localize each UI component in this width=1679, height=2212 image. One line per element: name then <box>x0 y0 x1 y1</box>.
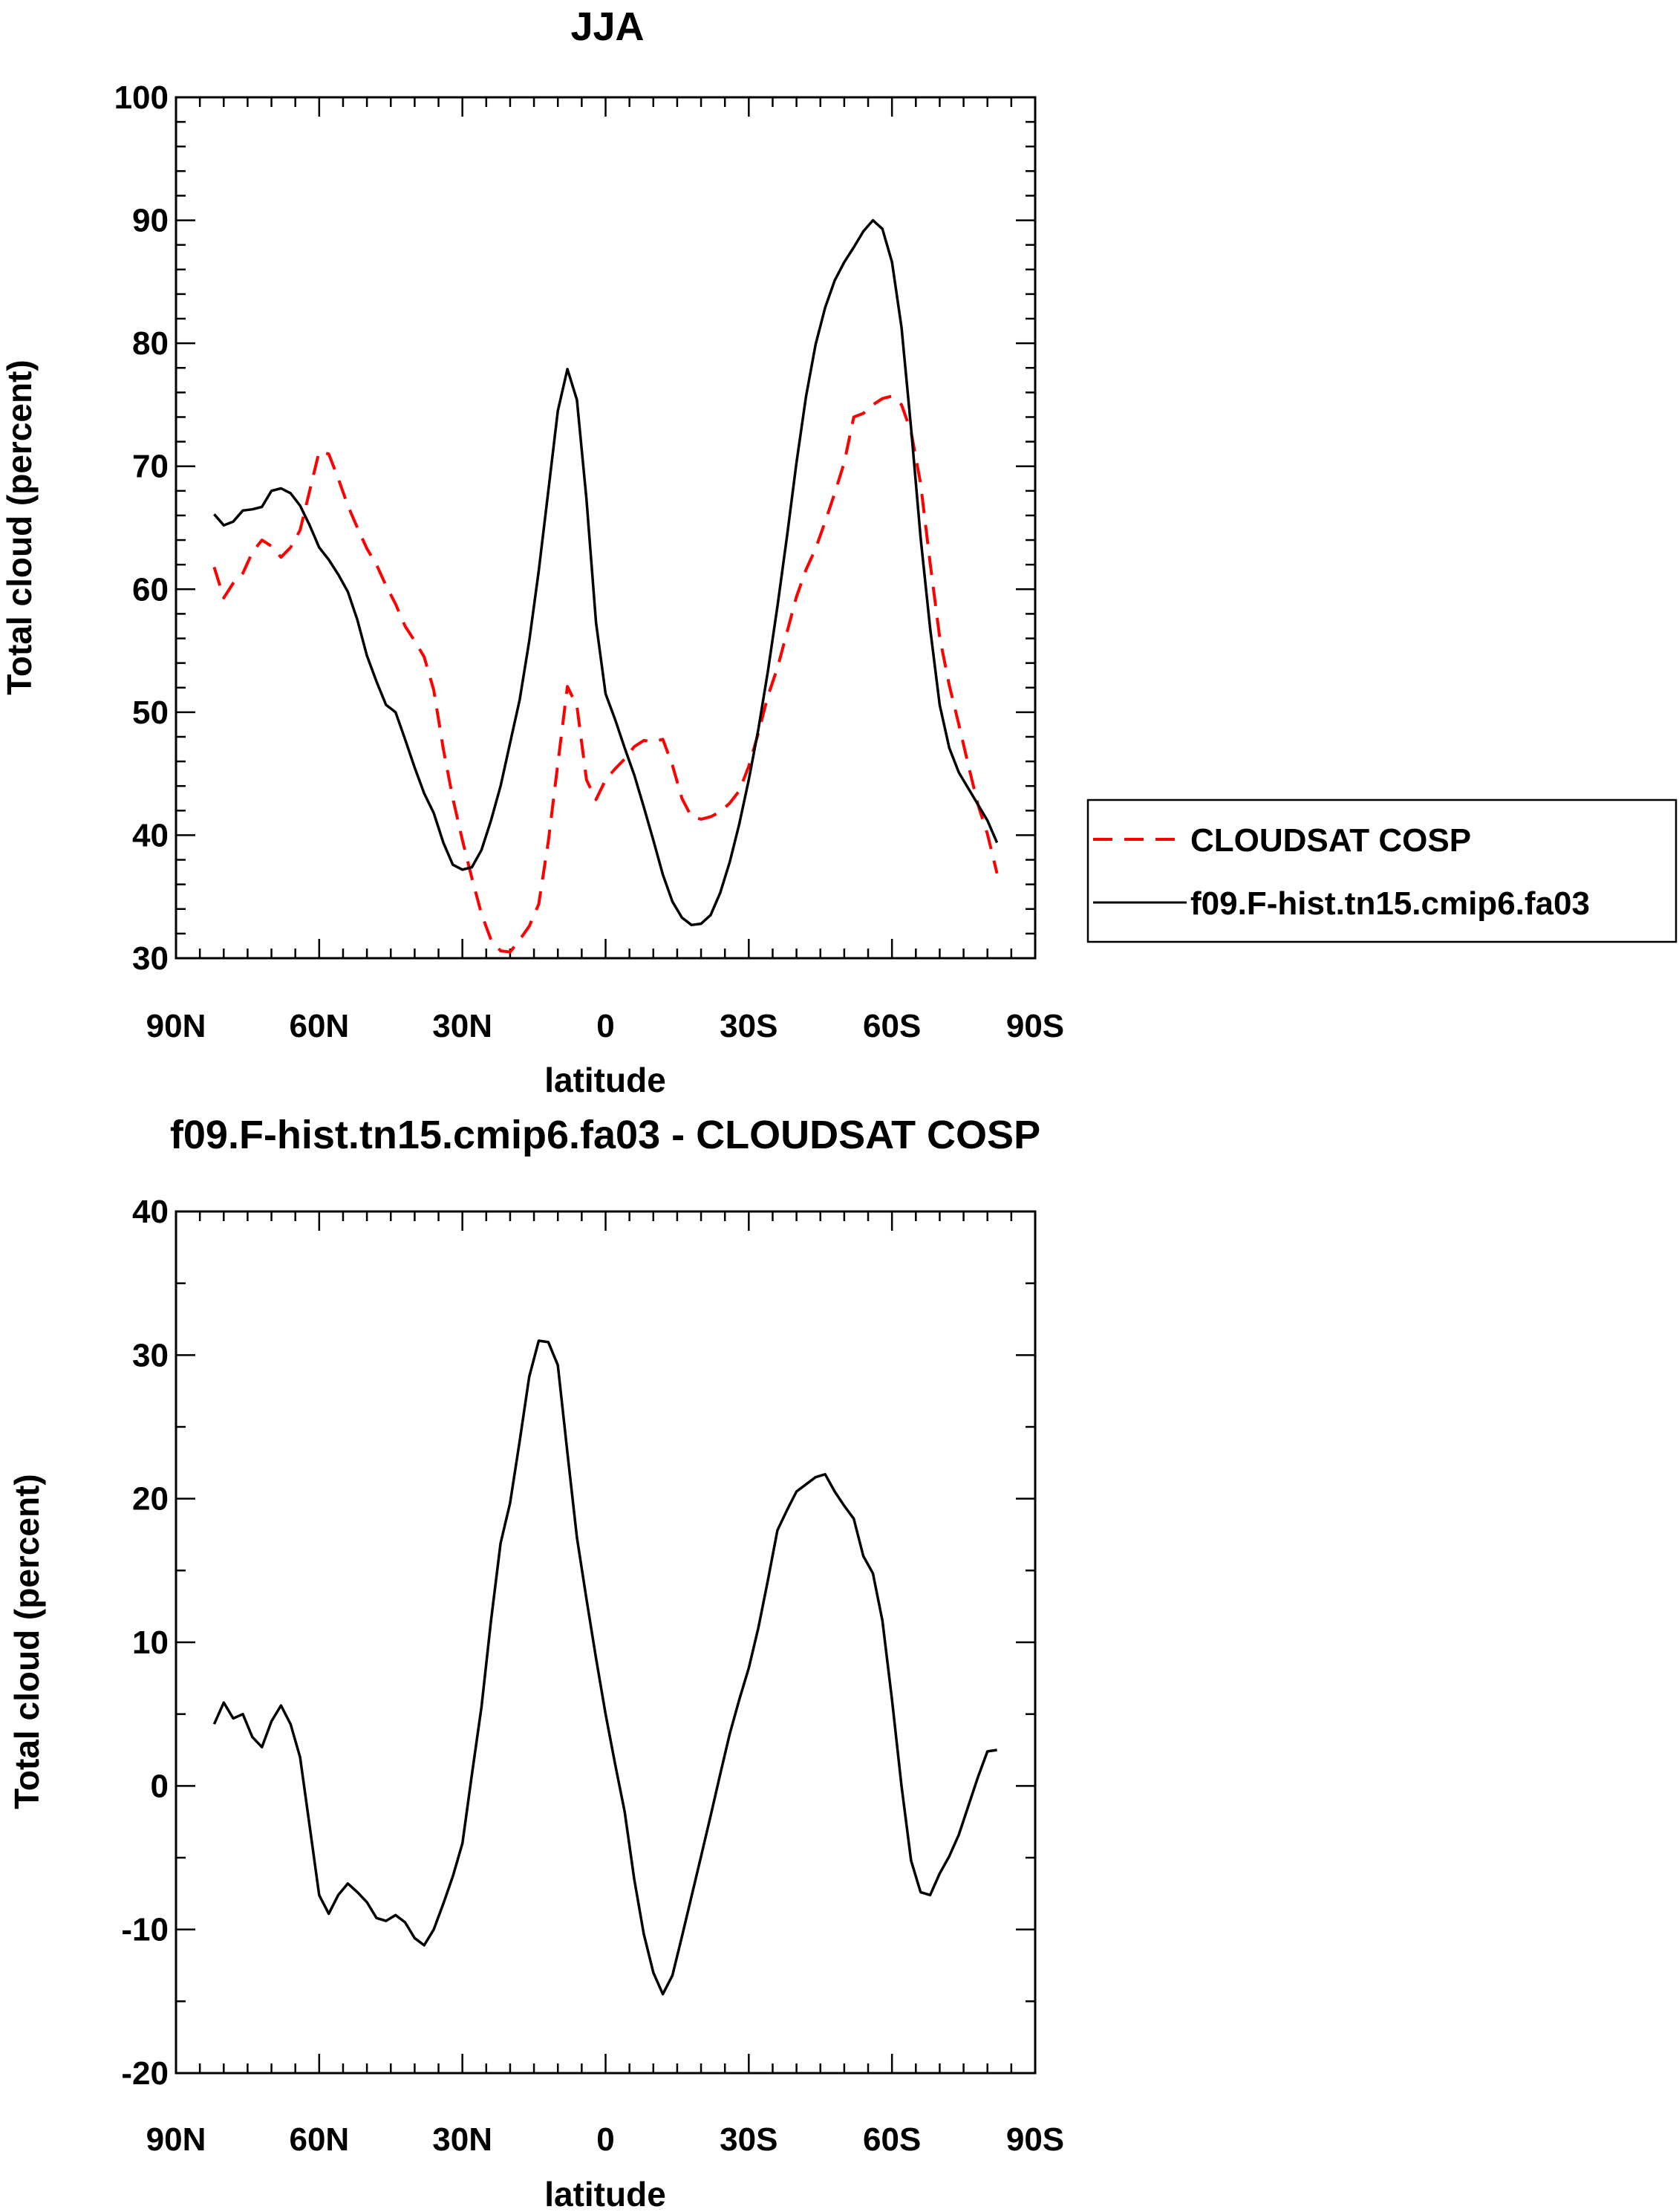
y-tick-label: 40 <box>132 817 169 853</box>
top-ticks <box>175 96 1037 960</box>
y-tick-label: 20 <box>132 1481 169 1518</box>
y-tick-label: 10 <box>132 1624 169 1661</box>
x-tick-label: 60N <box>289 1008 349 1044</box>
x-tick-label: 60N <box>289 2121 349 2158</box>
y-axis-label: Total cloud (percent) <box>7 1474 46 1809</box>
legend-label-model: f09.F-hist.tn15.cmip6.fa03 <box>1190 885 1590 922</box>
x-tick-label: 30S <box>720 2121 777 2158</box>
y-tick-label: 40 <box>132 1194 169 1230</box>
x-tick-label: 90N <box>146 1008 206 1044</box>
top-series-lines <box>212 218 999 954</box>
y-tick-label: 90 <box>132 203 169 239</box>
x-tick-label: 30N <box>432 1008 492 1044</box>
y-tick-label: 0 <box>151 1768 169 1804</box>
chart-title: f09.F-hist.tn15.cmip6.fa03 - CLOUDSAT CO… <box>170 1113 1040 1157</box>
x-tick-label: 60S <box>863 1008 921 1044</box>
legend-box <box>1086 798 1678 943</box>
legend: CLOUDSAT COSP f09.F-hist.tn15.cmip6.fa03 <box>1086 798 1678 943</box>
bottom-ticks <box>175 1210 1037 2075</box>
y-tick-label: 60 <box>132 571 169 608</box>
top-y-tick-labels: 30 40 50 60 70 80 90 100 <box>114 79 169 977</box>
y-tick-label: 50 <box>132 694 169 731</box>
y-tick-label: -10 <box>121 1912 169 1948</box>
top-plot-frame <box>175 96 1037 960</box>
y-tick-label: 100 <box>114 79 169 116</box>
x-tick-label: 90S <box>1006 1008 1064 1044</box>
bottom-y-tick-labels: -20 -10 0 10 20 30 40 <box>121 1194 169 2092</box>
bottom-plot-frame <box>175 1210 1037 2075</box>
bottom-x-tick-labels: 90N 60N 30N 0 30S 60S 90S <box>146 2121 1065 2158</box>
bottom-series-lines <box>212 1339 997 1996</box>
y-axis-label: Total cloud (percent) <box>0 360 39 695</box>
x-tick-label: 0 <box>596 1008 614 1044</box>
series-line-model <box>213 218 999 927</box>
y-tick-label: 30 <box>132 940 169 977</box>
bottom-panel: f09.F-hist.tn15.cmip6.fa03 - CLOUDSAT CO… <box>7 1113 1064 2212</box>
chart-title: JJA <box>570 4 644 49</box>
series-line-cloudsat-cosp <box>212 394 999 954</box>
y-tick-label: 80 <box>132 325 169 362</box>
legend-label-cloudsat: CLOUDSAT COSP <box>1190 822 1471 859</box>
x-axis-label: latitude <box>544 1061 666 1099</box>
x-axis-label: latitude <box>544 2175 666 2212</box>
y-tick-label: 30 <box>132 1337 169 1373</box>
top-x-tick-labels: 90N 60N 30N 0 30S 60S 90S <box>146 1008 1065 1044</box>
x-tick-label: 60S <box>863 2121 921 2158</box>
x-tick-label: 90S <box>1006 2121 1064 2158</box>
y-tick-label: -20 <box>121 2055 169 2092</box>
series-line-difference <box>212 1339 997 1996</box>
x-tick-label: 30S <box>720 1008 777 1044</box>
x-tick-label: 0 <box>596 2121 614 2158</box>
x-tick-label: 90N <box>146 2121 206 2158</box>
x-tick-label: 30N <box>432 2121 492 2158</box>
y-tick-label: 70 <box>132 449 169 485</box>
